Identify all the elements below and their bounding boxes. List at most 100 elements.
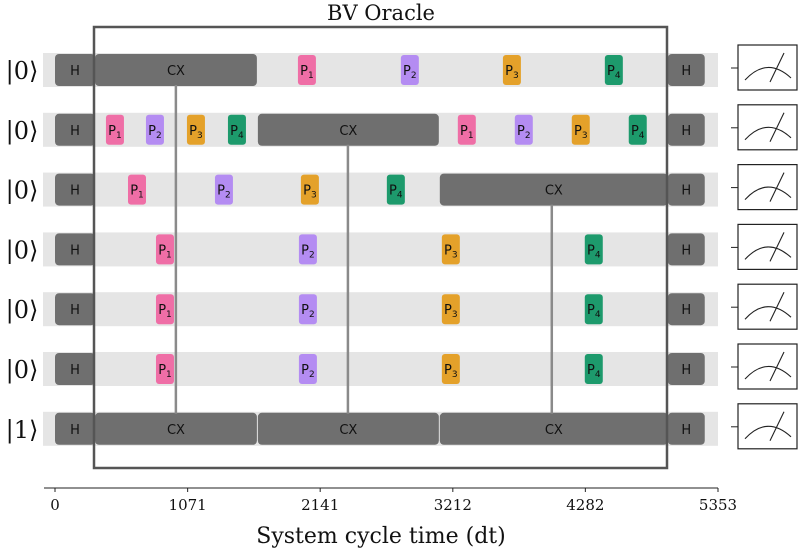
- gate-h: [667, 412, 705, 445]
- gate-p4: [604, 55, 623, 85]
- gate-p4: [584, 354, 603, 384]
- tick-label: 0: [50, 496, 60, 514]
- gate-p3: [502, 55, 521, 85]
- gate-label: H: [681, 423, 691, 438]
- gate-p2: [298, 234, 317, 265]
- gate-h: [667, 233, 705, 266]
- measurement-4: [731, 283, 798, 330]
- qubit-row-4: |0⟩ H P1 P2 P3 P4 H: [6, 283, 798, 330]
- qubit-row-6: |1⟩ H CX CX CX H: [6, 403, 798, 450]
- tick-label: 3212: [434, 496, 472, 514]
- gate-p3: [300, 174, 319, 205]
- tick-label: 5353: [699, 496, 737, 514]
- gate-p4: [227, 114, 246, 145]
- gate-label: H: [681, 64, 691, 79]
- gate-p1: [155, 294, 174, 325]
- oracle-title: BV Oracle: [327, 1, 435, 25]
- gate-p2: [400, 55, 419, 85]
- gate-label: H: [681, 243, 691, 258]
- tick-label: 1071: [169, 496, 207, 514]
- meter-arc-icon: [744, 306, 792, 320]
- gate-p3: [441, 354, 460, 384]
- gate-p3: [441, 234, 460, 265]
- gate-p1: [155, 354, 174, 384]
- gate-p2: [514, 114, 533, 145]
- tick-label: 2141: [301, 496, 339, 514]
- row-band: [43, 352, 718, 386]
- measurement-3: [731, 223, 798, 270]
- gate-p3: [571, 114, 590, 145]
- gate-h: [667, 293, 705, 326]
- meter-needle-icon: [769, 112, 785, 143]
- meter-arc-icon: [744, 365, 792, 380]
- gate-label: CX: [545, 184, 563, 199]
- gate-label: H: [70, 243, 80, 258]
- gate-p3: [441, 294, 460, 325]
- gate-label: H: [70, 64, 80, 79]
- gate-label: H: [70, 124, 80, 139]
- gate-h: [55, 293, 96, 326]
- gate-p2: [298, 294, 317, 325]
- qubit-label: |0⟩: [6, 356, 39, 385]
- meter-needle-icon: [769, 291, 785, 322]
- gate-h: [667, 173, 705, 206]
- gate-p1: [457, 114, 476, 145]
- gate-h: [55, 113, 96, 146]
- qubit-rows: |0⟩ H CX P1 P2 P3 P4 H|0⟩ H P1 P2 P3 P4 CX P1 P2 P3 P4 H|0…: [6, 44, 798, 450]
- gate-cx: [95, 54, 257, 86]
- x-axis-label: System cycle time (dt): [256, 524, 505, 549]
- gate-label: H: [70, 423, 80, 438]
- tick-label: 4282: [566, 496, 604, 514]
- gate-h: [55, 173, 96, 206]
- meter-needle-icon: [769, 411, 785, 442]
- meter-needle-icon: [769, 232, 785, 262]
- gate-p4: [584, 234, 603, 265]
- gate-p2: [145, 114, 164, 145]
- gate-label: CX: [339, 124, 357, 139]
- measurement-1: [731, 104, 798, 151]
- gate-p2: [214, 174, 233, 205]
- row-band: [43, 292, 718, 327]
- gate-p4: [628, 114, 647, 145]
- gate-p1: [105, 114, 124, 145]
- meter-arc-icon: [744, 66, 792, 81]
- qubit-row-5: |0⟩ H P1 P2 P3 P4 H: [6, 343, 798, 390]
- gate-cx: [439, 173, 668, 206]
- row-band: [43, 232, 718, 267]
- gate-cx: [439, 412, 668, 445]
- meter-needle-icon: [769, 172, 785, 202]
- gate-cx: [257, 113, 439, 146]
- meter-arc-icon: [744, 246, 792, 260]
- gate-label: H: [681, 124, 691, 139]
- qubit-row-0: |0⟩ H CX P1 P2 P3 P4 H: [6, 44, 798, 91]
- measurement-5: [731, 343, 798, 390]
- oracle-box: [92, 25, 669, 470]
- gate-p1: [155, 234, 174, 265]
- qubit-label: |0⟩: [6, 117, 39, 146]
- gate-label: CX: [545, 423, 563, 438]
- qubit-label: |0⟩: [6, 236, 39, 265]
- qubit-label: |1⟩: [6, 416, 39, 445]
- gate-p4: [386, 174, 405, 205]
- measurement-2: [731, 164, 798, 211]
- gate-label: CX: [339, 423, 357, 438]
- measure-box: [737, 164, 798, 211]
- measurement-6: [731, 403, 798, 450]
- qubit-row-1: |0⟩ H P1 P2 P3 P4 CX P1 P2 P3 P4 H: [6, 104, 798, 151]
- gate-p1: [127, 174, 146, 205]
- gate-h: [55, 412, 96, 445]
- x-axis: 0 1071 2141 3212 4282 5353: [44, 487, 737, 514]
- qubit-label: |0⟩: [6, 177, 39, 206]
- meter-needle-icon: [769, 52, 785, 83]
- gate-label: H: [70, 184, 80, 199]
- gate-label: CX: [167, 423, 185, 438]
- gate-label: H: [681, 184, 691, 199]
- qubit-row-2: |0⟩ H P1 P2 P3 P4 CX H: [6, 164, 798, 211]
- qubit-row-3: |0⟩ H P1 P2 P3 P4 H: [6, 223, 798, 270]
- gate-p4: [584, 294, 603, 325]
- gate-label: H: [681, 303, 691, 318]
- gate-p2: [298, 354, 317, 384]
- gate-h: [55, 353, 96, 385]
- meter-needle-icon: [769, 351, 785, 382]
